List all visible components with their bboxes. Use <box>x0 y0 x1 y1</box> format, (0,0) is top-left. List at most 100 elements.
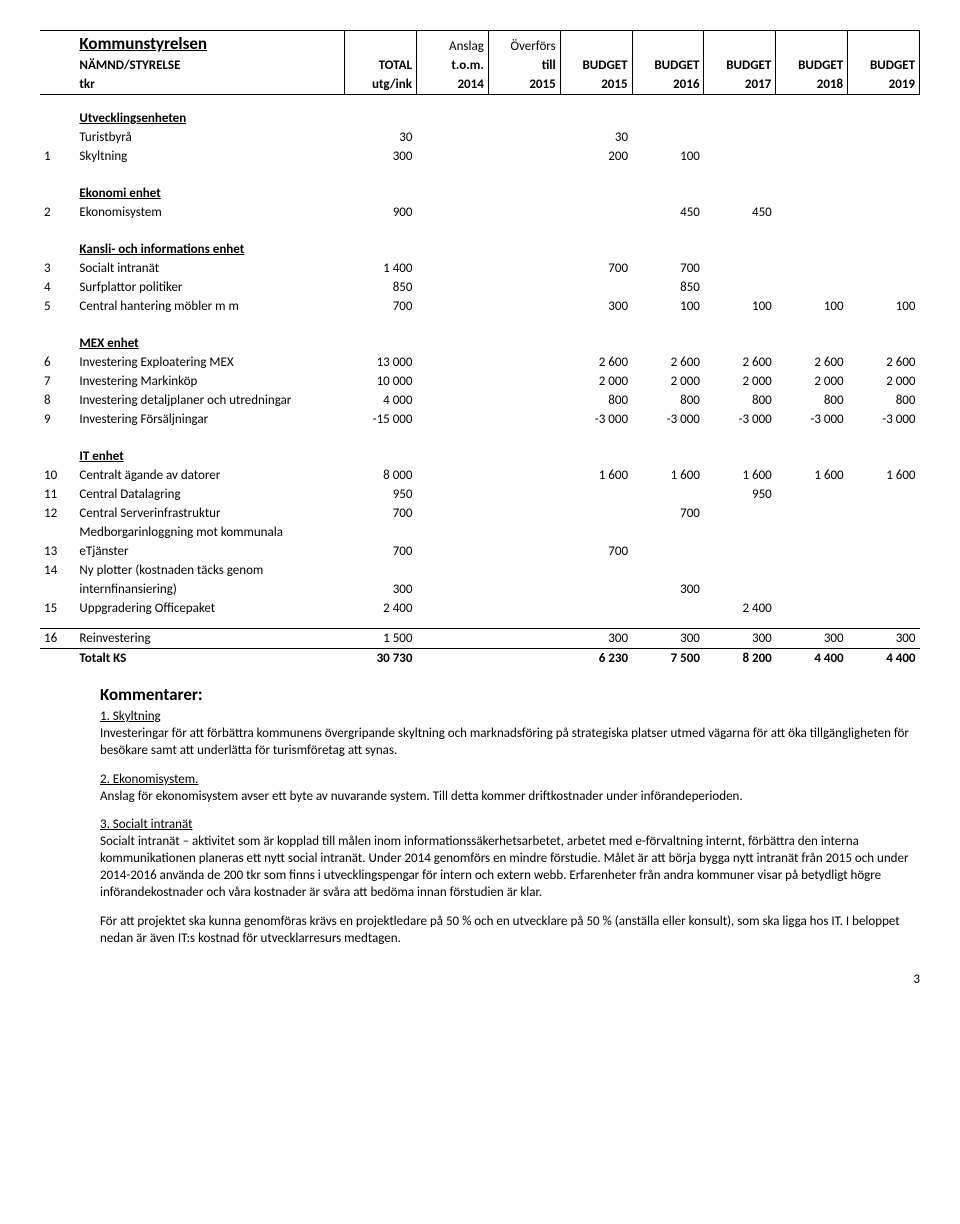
row-value: 100 <box>848 297 920 316</box>
col-2015b: 2015 <box>560 75 632 95</box>
col-budget-4: BUDGET <box>776 56 848 75</box>
row-value <box>560 203 632 222</box>
row-value: 700 <box>560 259 632 278</box>
row-value: 300 <box>560 297 632 316</box>
table-row: 8Investering detaljplaner och utredninga… <box>40 391 920 410</box>
row-value: 900 <box>345 203 417 222</box>
table-row: 16 Reinvestering 1 500300300300300300 <box>40 629 920 649</box>
row-value <box>560 278 632 297</box>
col-budget-1: BUDGET <box>560 56 632 75</box>
row-value: 200 <box>560 147 632 166</box>
row-value <box>776 259 848 278</box>
section-head: Kansli- och informations enhet <box>40 240 920 259</box>
section-head: IT enhet <box>40 447 920 466</box>
table-row: 1Skyltning300200100 <box>40 147 920 166</box>
row-value: 30 <box>560 128 632 147</box>
row-value: 950 <box>704 485 776 504</box>
col-tkr: tkr <box>75 75 344 95</box>
row-number <box>40 523 75 542</box>
row-value <box>848 561 920 580</box>
section-head: Utvecklingsenheten <box>40 109 920 128</box>
row-label: eTjänster <box>75 542 344 561</box>
row-value: 100 <box>632 147 704 166</box>
row-value <box>776 504 848 523</box>
row-value <box>416 580 488 599</box>
col-till: till <box>488 56 560 75</box>
col-overfors: Överförs <box>488 31 560 57</box>
comment-2: 2. Ekonomisystem. Anslag för ekonomisyst… <box>100 772 920 806</box>
row-value <box>416 259 488 278</box>
row-value <box>560 504 632 523</box>
row-value: 30 <box>345 128 417 147</box>
row-value: 2 600 <box>632 353 704 372</box>
row-value <box>704 542 776 561</box>
row-number: 9 <box>40 410 75 429</box>
row-value: 2 000 <box>704 372 776 391</box>
row-value: 2 000 <box>776 372 848 391</box>
row-value: 13 000 <box>345 353 417 372</box>
row-value <box>488 485 560 504</box>
row-label: Centralt ägande av datorer <box>75 466 344 485</box>
row-value <box>560 485 632 504</box>
col-namnd: NÄMND/STYRELSE <box>75 56 344 75</box>
table-row: 11Central Datalagring950950 <box>40 485 920 504</box>
row-value <box>848 259 920 278</box>
row-label: Ny plotter (kostnaden täcks genom <box>75 561 344 580</box>
row-value <box>776 580 848 599</box>
row-value <box>776 203 848 222</box>
table-row: 2Ekonomisystem900450450 <box>40 203 920 222</box>
row-label: Investering Exploatering MEX <box>75 353 344 372</box>
row-value <box>560 580 632 599</box>
row-value: 1 600 <box>560 466 632 485</box>
row-value <box>488 391 560 410</box>
row-value <box>848 278 920 297</box>
row-label: Investering detaljplaner och utredningar <box>75 391 344 410</box>
table-row: 5Central hantering möbler m m70030010010… <box>40 297 920 316</box>
row-value: 700 <box>345 542 417 561</box>
row-value <box>704 561 776 580</box>
row-value <box>416 504 488 523</box>
row-value <box>345 523 417 542</box>
row-number <box>40 580 75 599</box>
row-value <box>416 128 488 147</box>
comment-1: 1. Skyltning Investeringar för att förbä… <box>100 709 920 760</box>
row-value: 2 600 <box>704 353 776 372</box>
row-value <box>776 147 848 166</box>
row-label: Turistbyrå <box>75 128 344 147</box>
row-number: 2 <box>40 203 75 222</box>
row-value: 800 <box>776 391 848 410</box>
row-value <box>848 542 920 561</box>
row-value: 1 600 <box>848 466 920 485</box>
row-value: 1 600 <box>632 466 704 485</box>
row-value: 700 <box>632 504 704 523</box>
row-value <box>416 523 488 542</box>
row-value <box>632 523 704 542</box>
row-value <box>488 278 560 297</box>
row-value: 2 000 <box>560 372 632 391</box>
row-label: Investering Markinköp <box>75 372 344 391</box>
row-label: Skyltning <box>75 147 344 166</box>
row-value <box>416 485 488 504</box>
row-label: internfinansiering) <box>75 580 344 599</box>
row-value: 800 <box>632 391 704 410</box>
col-2019: 2019 <box>848 75 920 95</box>
row-number: 14 <box>40 561 75 580</box>
row-value <box>488 203 560 222</box>
row-value <box>632 485 704 504</box>
row-number: 6 <box>40 353 75 372</box>
row-value <box>488 353 560 372</box>
table-row: Turistbyrå3030 <box>40 128 920 147</box>
row-value <box>488 580 560 599</box>
col-total: TOTAL <box>345 56 417 75</box>
row-value: 700 <box>345 297 417 316</box>
row-value <box>416 297 488 316</box>
row-number: 8 <box>40 391 75 410</box>
col-budget-3: BUDGET <box>704 56 776 75</box>
row-number: 11 <box>40 485 75 504</box>
table-row: 13eTjänster700700 <box>40 542 920 561</box>
row-value: 850 <box>632 278 704 297</box>
col-budget-5: BUDGET <box>848 56 920 75</box>
row-label: Medborgarinloggning mot kommunala <box>75 523 344 542</box>
table-row: 4Surfplattor politiker850850 <box>40 278 920 297</box>
table-row: 9Investering Försäljningar-15 000-3 000-… <box>40 410 920 429</box>
